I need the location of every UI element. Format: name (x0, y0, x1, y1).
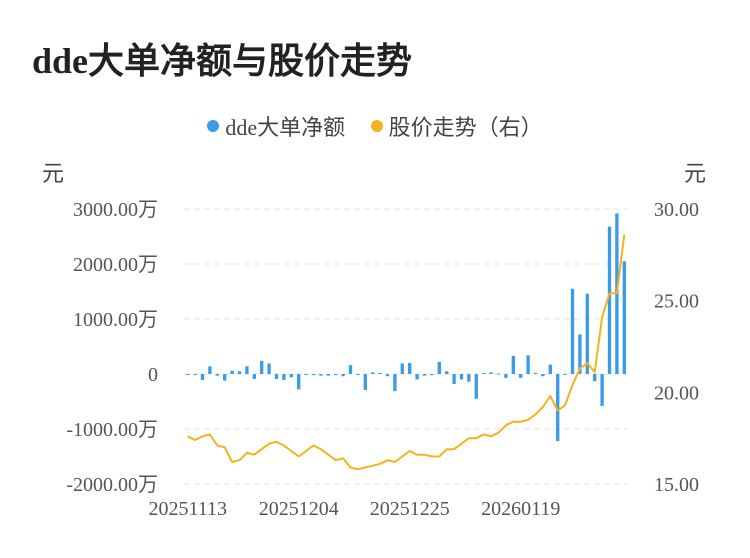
grid-lines (184, 208, 628, 485)
left-tick-label: -1000.00万 (66, 419, 158, 441)
right-axis-unit: 元 (684, 161, 707, 186)
right-tick-label: 20.00 (654, 382, 699, 404)
dde-bar (593, 374, 597, 382)
dde-bar (378, 372, 382, 374)
dde-bar (215, 374, 219, 376)
dde-bar (385, 374, 390, 377)
left-tick-label: 1000.00万 (73, 309, 158, 331)
dde-bar (260, 360, 264, 374)
dde-bar (193, 374, 197, 376)
dde-bar (208, 366, 212, 374)
dde-bar (371, 372, 375, 374)
dde-bar (467, 374, 471, 382)
dde-bar (563, 374, 567, 375)
dde-bar (267, 363, 271, 374)
legend-label-dde: dde大单净额 (225, 115, 346, 140)
dde-bar (422, 374, 427, 376)
dde-bar (511, 355, 515, 374)
chart-title: dde大单净额与股价走势 (32, 41, 413, 81)
dde-bar (489, 372, 493, 374)
dde-bar (400, 363, 404, 374)
dde-bar (452, 374, 456, 384)
dde-bar (237, 371, 242, 374)
dde-bar (622, 261, 626, 374)
dde-bar (319, 374, 323, 376)
dde-bar (289, 374, 293, 378)
left-tick-label: 0 (148, 364, 158, 386)
dde-bar (408, 363, 412, 374)
dde-bar (297, 374, 301, 390)
dde-bar (548, 364, 552, 374)
x-axis-ticks: 20251113 20251204 20251225 20260119 (148, 498, 560, 520)
legend-dot-price (370, 120, 383, 132)
dde-bar (200, 374, 205, 381)
dde-bar (556, 374, 560, 442)
x-tick-label: 20251113 (148, 498, 227, 520)
x-tick-label: 20251204 (259, 498, 339, 520)
left-tick-label: 3000.00万 (73, 199, 158, 221)
x-tick-label: 20260119 (481, 498, 560, 520)
dde-bar (223, 374, 227, 381)
dde-bar (607, 226, 612, 374)
dde-bar (186, 374, 190, 376)
dde-bar (245, 366, 249, 374)
dde-bar (326, 374, 330, 376)
dde-bar (363, 374, 367, 390)
dde-bar (445, 371, 449, 374)
dde-bar (304, 374, 308, 375)
dde-bar (274, 374, 279, 379)
dde-bar (348, 365, 353, 374)
dde-bar (585, 293, 589, 374)
dde-bar (474, 374, 478, 399)
dde-bar (541, 374, 545, 377)
right-tick-label: 30.00 (654, 199, 699, 221)
legend-label-price: 股价走势（右） (388, 115, 543, 140)
right-tick-label: 15.00 (654, 474, 699, 496)
dde-bar (526, 355, 530, 374)
dde-bar (496, 373, 501, 375)
dde-bar (311, 374, 316, 376)
dde-bar (578, 334, 582, 374)
legend-item-dde[interactable]: dde大单净额 (207, 110, 345, 142)
dde-bar (533, 372, 538, 374)
dde-bar (230, 370, 234, 374)
legend-dot-dde (207, 120, 220, 132)
dde-bar (393, 374, 397, 392)
price-line-group (187, 234, 626, 471)
dde-bar (600, 374, 604, 406)
dde-bar (519, 374, 523, 378)
legend-item-price[interactable]: 股价走势（右） (370, 110, 543, 142)
dde-bar (341, 374, 345, 377)
legend: dde大单净额 股价走势（右） (0, 110, 750, 142)
left-tick-label: 2000.00万 (73, 254, 158, 276)
right-axis-ticks: 30.00 25.00 20.00 15.00 (654, 199, 699, 496)
left-axis-ticks: 3000.00万 2000.00万 1000.00万 0 -1000.00万 -2000.… (66, 199, 158, 496)
dde-bar (437, 361, 441, 374)
right-tick-label: 25.00 (654, 291, 699, 313)
dde-bar (356, 374, 360, 375)
dde-bar (415, 374, 419, 380)
dde-bar (459, 374, 464, 380)
dde-bar (504, 374, 508, 378)
x-tick-label: 20251225 (370, 498, 450, 520)
dde-bar (482, 372, 486, 374)
price-line (187, 234, 626, 471)
left-tick-label: -2000.00万 (66, 474, 158, 496)
dde-bars (186, 213, 626, 442)
dde-bar (252, 374, 256, 379)
dde-bar (334, 374, 338, 376)
left-axis-unit: 元 (42, 161, 65, 186)
dde-bar (430, 374, 434, 376)
dde-bar (282, 374, 286, 381)
dde-bar (570, 288, 575, 374)
